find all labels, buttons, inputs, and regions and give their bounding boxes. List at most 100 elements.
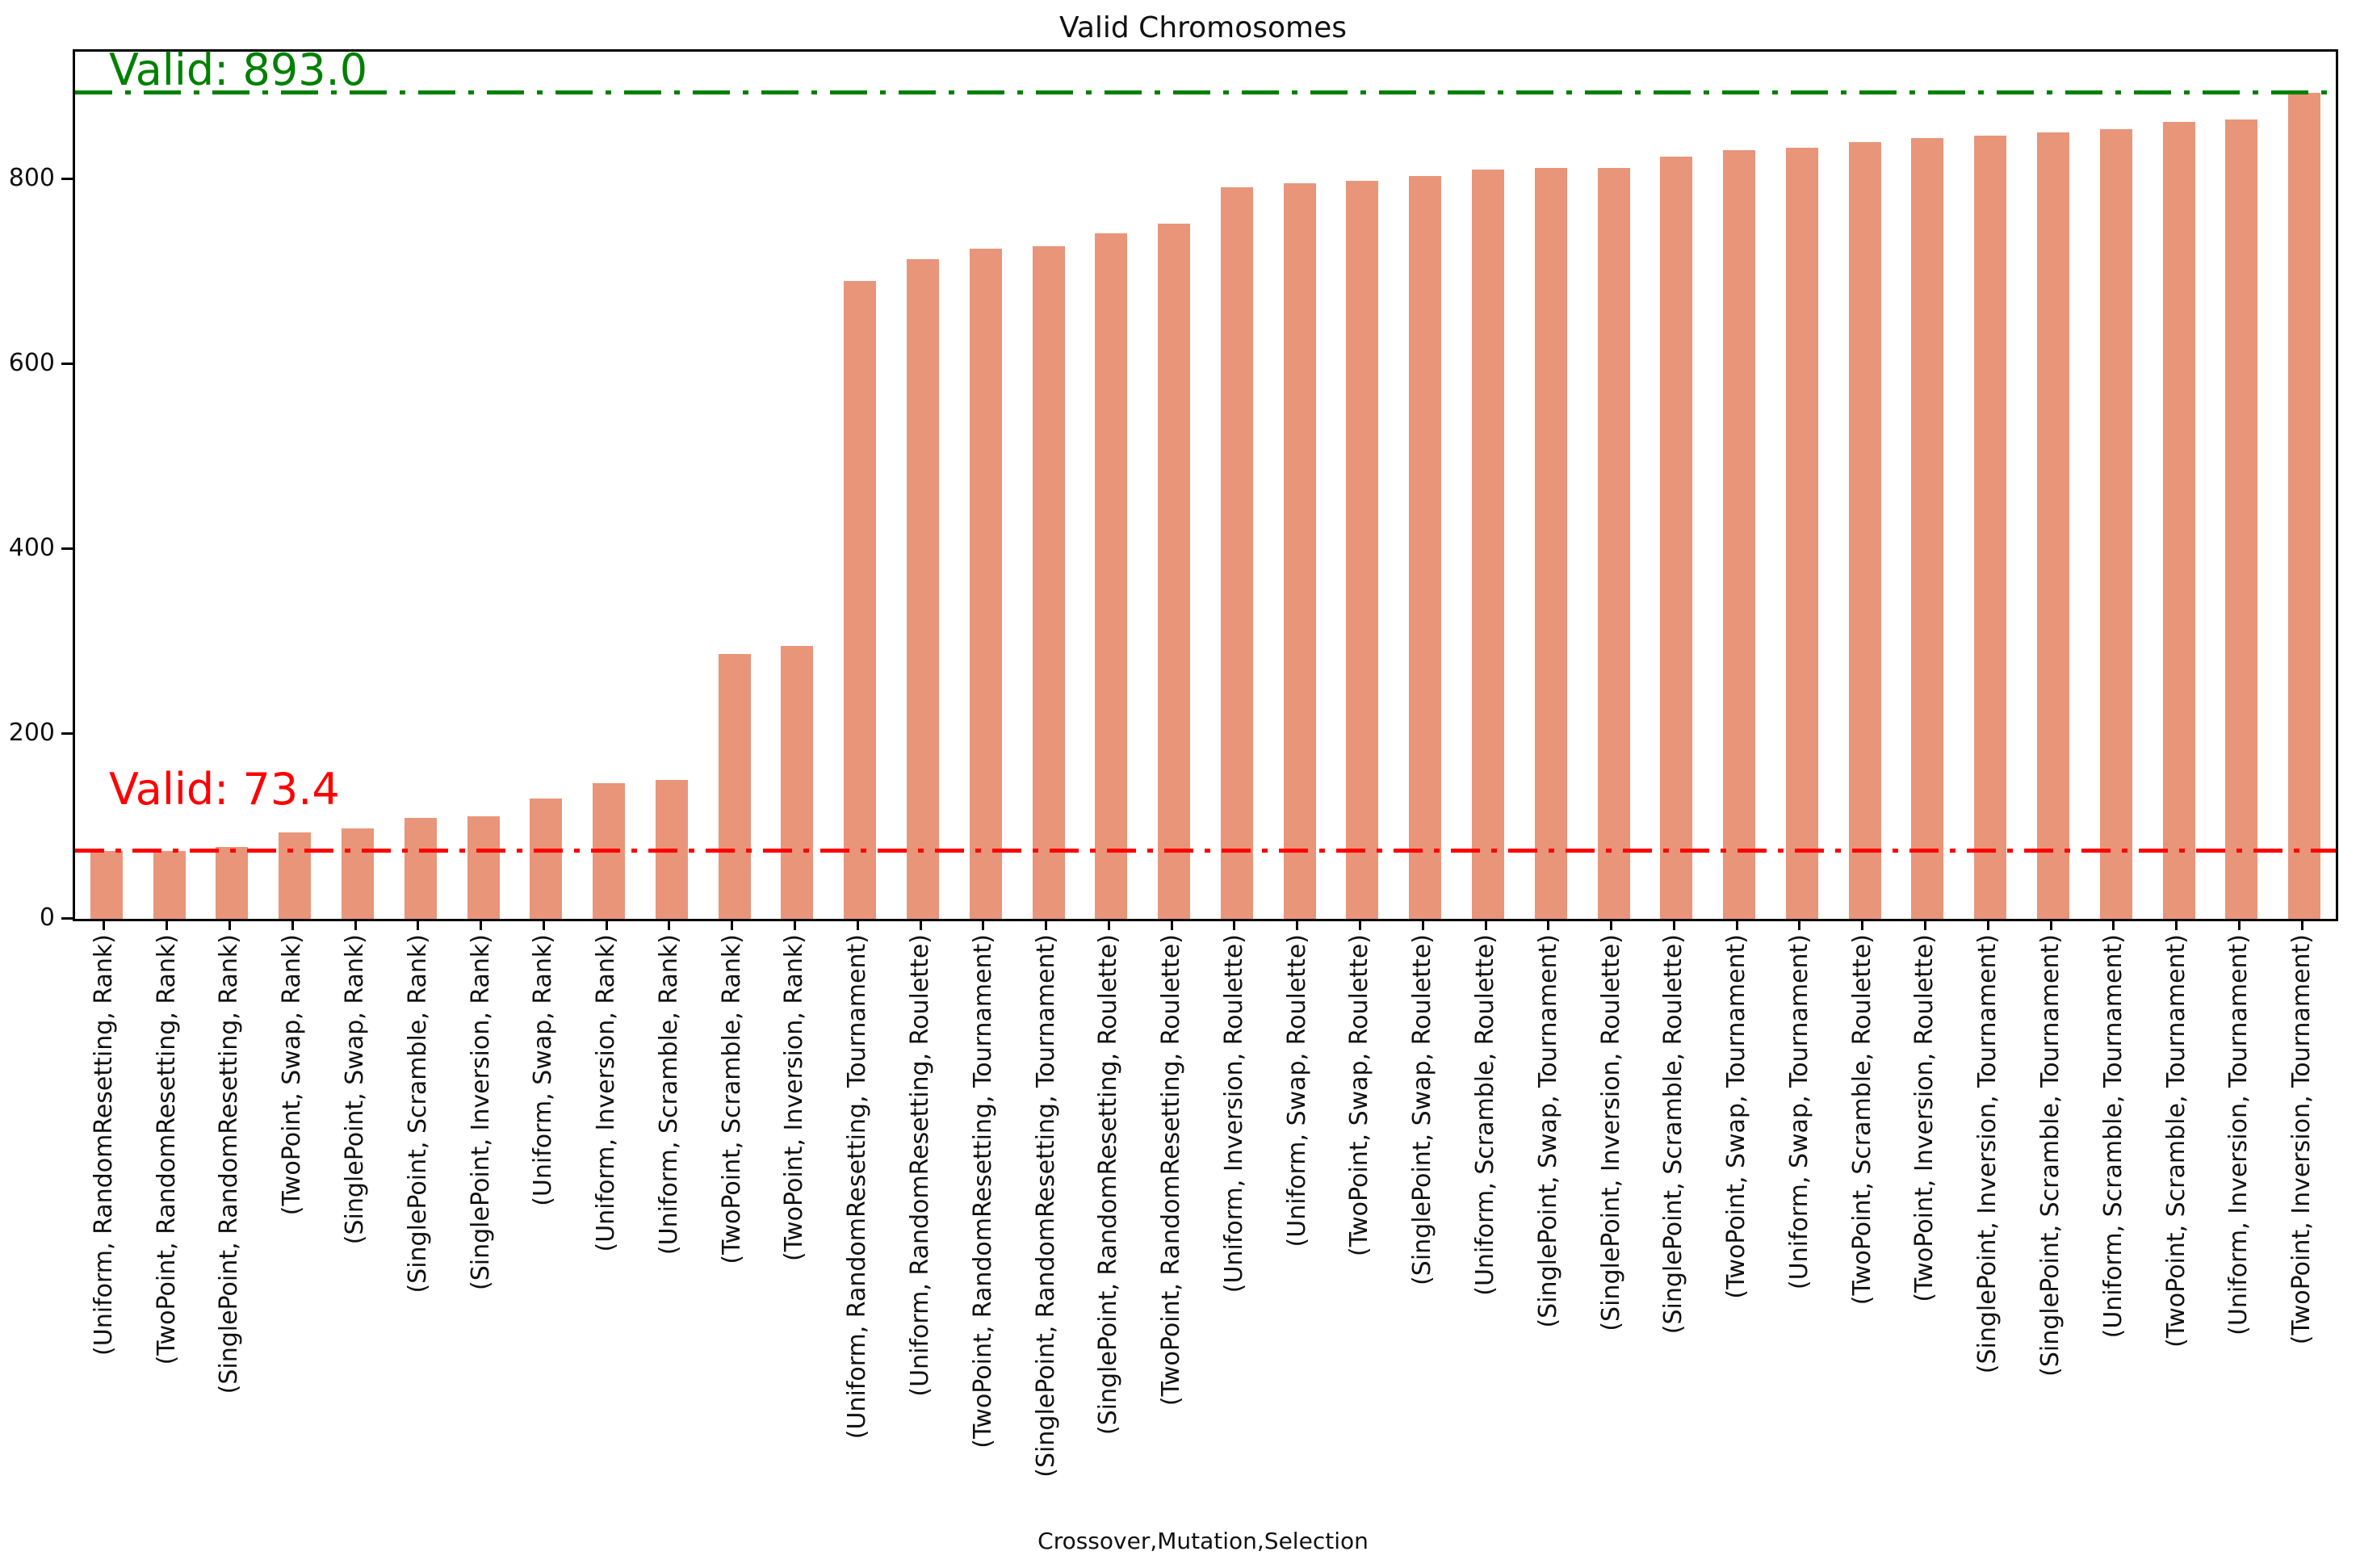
bar [216, 847, 249, 919]
x-tick-mark [480, 919, 483, 930]
x-axis-label: Crossover,Mutation,Selection [1037, 1528, 1369, 1554]
x-tick-mark [1421, 919, 1424, 930]
x-tick-label: (SinglePoint, Inversion, Roulette) [1596, 934, 1625, 1331]
bar [1848, 142, 1881, 919]
bar [279, 832, 312, 919]
x-tick-label: (SinglePoint, Scramble, Roulette) [1659, 934, 1688, 1335]
x-tick-label: (Uniform, Inversion, Roulette) [1219, 934, 1248, 1293]
y-tick-mark [61, 363, 73, 365]
x-tick-mark [1672, 919, 1675, 930]
x-tick-mark [2049, 919, 2052, 930]
min-valid-annotation: Valid: 73.4 [109, 764, 340, 815]
bar [969, 249, 1002, 919]
x-tick-mark [1233, 919, 1236, 930]
x-tick-label: (TwoPoint, RandomResetting, Roulette) [1157, 934, 1186, 1407]
x-tick-label: (SinglePoint, Swap, Rank) [341, 934, 369, 1245]
x-tick-mark [542, 919, 545, 930]
plot-area [73, 49, 2338, 921]
x-tick-mark [793, 919, 796, 930]
x-tick-label: (Uniform, RandomResetting, Tournament) [843, 934, 872, 1440]
x-tick-mark [354, 919, 357, 930]
y-tick-mark [61, 178, 73, 180]
bar [1534, 168, 1567, 919]
x-tick-mark [2112, 919, 2115, 930]
bar [844, 281, 877, 919]
y-tick-label: 600 [8, 349, 55, 377]
bar [1158, 224, 1191, 919]
x-tick-mark [1547, 919, 1550, 930]
x-tick-label: (Uniform, RandomResetting, Roulette) [906, 934, 934, 1397]
bar [1974, 136, 2007, 919]
x-tick-label: (TwoPoint, Swap, Rank) [278, 934, 307, 1216]
bar [907, 259, 939, 919]
x-tick-label: (SinglePoint, Swap, Tournament) [1533, 934, 1562, 1328]
bar [781, 646, 814, 919]
bar [2037, 132, 2069, 919]
x-tick-label: (Uniform, Swap, Tournament) [1784, 934, 1813, 1290]
x-tick-mark [166, 919, 169, 930]
bar [1283, 183, 1316, 919]
max-valid-annotation: Valid: 893.0 [109, 44, 368, 95]
x-tick-label: (Uniform, Swap, Roulette) [1282, 934, 1311, 1247]
x-tick-mark [291, 919, 294, 930]
x-tick-mark [605, 919, 608, 930]
bar [342, 828, 374, 919]
bar [1220, 187, 1253, 919]
x-tick-mark [1610, 919, 1613, 930]
bar [1346, 181, 1379, 919]
x-tick-label: (TwoPoint, Scramble, Roulette) [1847, 934, 1876, 1306]
y-tick-label: 0 [39, 903, 55, 932]
min-valid-line [75, 849, 2336, 853]
x-tick-label: (SinglePoint, Scramble, Rank) [403, 934, 432, 1293]
x-tick-label: (SinglePoint, RandomResetting, Tournamen… [1031, 934, 1060, 1478]
x-tick-label: (Uniform, Scramble, Roulette) [1471, 934, 1499, 1296]
x-tick-mark [982, 919, 985, 930]
x-tick-mark [856, 919, 859, 930]
x-tick-label: (SinglePoint, Inversion, Rank) [466, 934, 495, 1290]
bar [153, 851, 186, 919]
x-tick-label: (SinglePoint, Inversion, Tournament) [1973, 934, 2002, 1374]
y-tick-label: 200 [8, 719, 55, 747]
bar [1409, 176, 1442, 919]
x-tick-mark [1735, 919, 1738, 930]
x-tick-label: (Uniform, Scramble, Rank) [654, 934, 683, 1256]
x-tick-label: (TwoPoint, Swap, Roulette) [1345, 934, 1374, 1256]
y-tick-mark [61, 917, 73, 920]
bar [1597, 168, 1630, 919]
bar [467, 816, 500, 919]
x-tick-label: (SinglePoint, RandomResetting, Roulette) [1094, 934, 1123, 1436]
bar [1660, 157, 1693, 919]
x-tick-label: (Uniform, RandomResetting, Rank) [89, 934, 118, 1356]
y-tick-mark [61, 732, 73, 735]
x-tick-label: (TwoPoint, RandomResetting, Tournament) [968, 934, 997, 1449]
x-tick-mark [2237, 919, 2241, 930]
x-tick-label: (Uniform, Inversion, Rank) [592, 934, 621, 1252]
bar [718, 654, 751, 919]
bar [1032, 246, 1065, 919]
x-tick-mark [228, 919, 231, 930]
x-tick-mark [417, 919, 420, 930]
bar [530, 799, 563, 919]
x-tick-label: (Uniform, Inversion, Tournament) [2224, 934, 2253, 1335]
x-tick-label: (TwoPoint, Scramble, Tournament) [2161, 934, 2190, 1348]
x-tick-label: (SinglePoint, Swap, Roulette) [1408, 934, 1437, 1285]
x-tick-mark [1798, 919, 1801, 930]
x-tick-label: (Uniform, Scramble, Tournament) [2098, 934, 2127, 1339]
max-valid-line [75, 90, 2336, 94]
y-tick-label: 800 [8, 164, 55, 192]
x-tick-mark [1358, 919, 1361, 930]
bar [1095, 233, 1128, 919]
bar [2288, 93, 2321, 919]
y-tick-label: 400 [8, 534, 55, 562]
bar [404, 818, 437, 919]
x-tick-mark [1045, 919, 1048, 930]
bar [2099, 129, 2132, 919]
x-tick-label: (TwoPoint, Inversion, Tournament) [2287, 934, 2316, 1345]
x-tick-mark [731, 919, 734, 930]
x-tick-label: (Uniform, Swap, Rank) [529, 934, 558, 1206]
x-tick-label: (TwoPoint, Swap, Tournament) [1722, 934, 1751, 1299]
x-tick-mark [919, 919, 922, 930]
x-tick-label: (TwoPoint, Scramble, Rank) [717, 934, 746, 1264]
x-tick-mark [1107, 919, 1110, 930]
